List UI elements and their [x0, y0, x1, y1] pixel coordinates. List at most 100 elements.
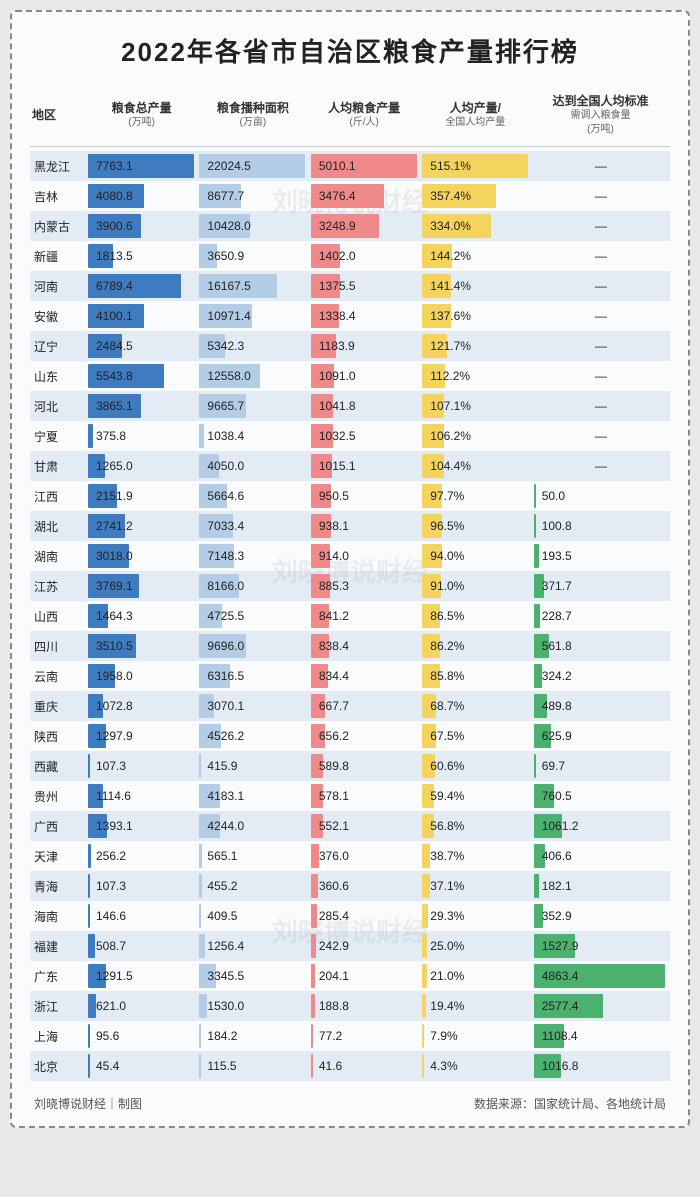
cell-c1: 1464.3: [86, 601, 197, 631]
cell-c3: 1015.1: [309, 451, 420, 481]
cell-region: 海南: [30, 901, 86, 931]
cell-c5: —: [532, 271, 670, 301]
cell-c4: 25.0%: [420, 931, 531, 961]
cell-c5: 1527.9: [532, 931, 670, 961]
cell-c4: 68.7%: [420, 691, 531, 721]
cell-c1: 3865.1: [86, 391, 197, 421]
cell-c2: 115.5: [197, 1051, 308, 1081]
cell-c4: 67.5%: [420, 721, 531, 751]
cell-c2: 409.5: [197, 901, 308, 931]
cell-c5: —: [532, 451, 670, 481]
page-title: 2022年各省市自治区粮食产量排行榜: [30, 32, 670, 69]
cell-c2: 6316.5: [197, 661, 308, 691]
footer-credit: 刘晓博说财经｜制图: [34, 1095, 142, 1112]
cell-c4: 107.1%: [420, 391, 531, 421]
cell-c3: 914.0: [309, 541, 420, 571]
cell-c5: —: [532, 181, 670, 211]
cell-c3: 938.1: [309, 511, 420, 541]
cell-c4: 96.5%: [420, 511, 531, 541]
cell-c1: 45.4: [86, 1051, 197, 1081]
cell-c5: —: [532, 151, 670, 181]
table-row: 新疆1813.53650.91402.0144.2%—: [30, 241, 670, 271]
footer-source: 数据来源：国家统计局、各地统计局: [474, 1095, 666, 1112]
cell-c2: 565.1: [197, 841, 308, 871]
cell-region: 北京: [30, 1051, 86, 1081]
cell-c2: 8166.0: [197, 571, 308, 601]
cell-c4: 56.8%: [420, 811, 531, 841]
cell-c3: 376.0: [309, 841, 420, 871]
cell-c5: —: [532, 331, 670, 361]
table-row: 广东1291.53345.5204.121.0%4863.4: [30, 961, 670, 991]
cell-c1: 1958.0: [86, 661, 197, 691]
th-ratio: 人均产量/全国人均产量: [420, 100, 531, 130]
cell-c4: 144.2%: [420, 241, 531, 271]
cell-region: 新疆: [30, 241, 86, 271]
cell-c4: 59.4%: [420, 781, 531, 811]
cell-c1: 508.7: [86, 931, 197, 961]
cell-c4: 357.4%: [420, 181, 531, 211]
cell-c5: —: [532, 301, 670, 331]
cell-c5: —: [532, 241, 670, 271]
cell-c5: —: [532, 211, 670, 241]
cell-c2: 1038.4: [197, 421, 308, 451]
th-percap: 人均粮食产量(斤/人): [308, 100, 419, 130]
cell-c4: 86.5%: [420, 601, 531, 631]
table-row: 四川3510.59696.0838.486.2%561.8: [30, 631, 670, 661]
table-row: 江西2151.95664.6950.597.7%50.0: [30, 481, 670, 511]
cell-region: 江苏: [30, 571, 86, 601]
cell-c2: 1256.4: [197, 931, 308, 961]
table-row: 山西1464.34725.5841.286.5%228.7: [30, 601, 670, 631]
cell-c2: 184.2: [197, 1021, 308, 1051]
cell-c3: 360.6: [309, 871, 420, 901]
cell-c4: 60.6%: [420, 751, 531, 781]
table-row: 广西1393.14244.0552.156.8%1061.2: [30, 811, 670, 841]
cell-c4: 85.8%: [420, 661, 531, 691]
cell-c3: 834.4: [309, 661, 420, 691]
cell-region: 福建: [30, 931, 86, 961]
cell-c3: 1041.8: [309, 391, 420, 421]
cell-c5: 100.8: [532, 511, 670, 541]
cell-c5: 69.7: [532, 751, 670, 781]
cell-c5: 760.5: [532, 781, 670, 811]
cell-c3: 656.2: [309, 721, 420, 751]
cell-c3: 667.7: [309, 691, 420, 721]
cell-c5: 625.9: [532, 721, 670, 751]
th-area: 粮食播种面积(万亩): [197, 100, 308, 130]
cell-c4: 29.3%: [420, 901, 531, 931]
cell-c3: 3476.4: [309, 181, 420, 211]
cell-c5: 489.8: [532, 691, 670, 721]
cell-region: 山西: [30, 601, 86, 631]
cell-c3: 578.1: [309, 781, 420, 811]
table-row: 黑龙江7763.122024.55010.1515.1%—: [30, 151, 670, 181]
cell-c2: 9665.7: [197, 391, 308, 421]
cell-c4: 334.0%: [420, 211, 531, 241]
cell-c5: 1016.8: [532, 1051, 670, 1081]
cell-c2: 10428.0: [197, 211, 308, 241]
table-row: 贵州1114.64183.1578.159.4%760.5: [30, 781, 670, 811]
cell-c3: 242.9: [309, 931, 420, 961]
th-region: 地区: [30, 107, 86, 123]
cell-region: 辽宁: [30, 331, 86, 361]
cell-c4: 91.0%: [420, 571, 531, 601]
cell-c5: 324.2: [532, 661, 670, 691]
cell-c4: 21.0%: [420, 961, 531, 991]
cell-c3: 77.2: [309, 1021, 420, 1051]
cell-c1: 107.3: [86, 871, 197, 901]
cell-c2: 8677.7: [197, 181, 308, 211]
cell-region: 湖南: [30, 541, 86, 571]
cell-region: 浙江: [30, 991, 86, 1021]
cell-c1: 4100.1: [86, 301, 197, 331]
cell-region: 甘肃: [30, 451, 86, 481]
cell-region: 河南: [30, 271, 86, 301]
cell-c1: 3018.0: [86, 541, 197, 571]
cell-c4: 104.4%: [420, 451, 531, 481]
cell-c1: 95.6: [86, 1021, 197, 1051]
footer: 刘晓博说财经｜制图 数据来源：国家统计局、各地统计局: [30, 1095, 670, 1112]
cell-c1: 621.0: [86, 991, 197, 1021]
cell-region: 河北: [30, 391, 86, 421]
cell-region: 陕西: [30, 721, 86, 751]
cell-region: 吉林: [30, 181, 86, 211]
cell-c3: 1402.0: [309, 241, 420, 271]
cell-c1: 107.3: [86, 751, 197, 781]
cell-c3: 885.3: [309, 571, 420, 601]
